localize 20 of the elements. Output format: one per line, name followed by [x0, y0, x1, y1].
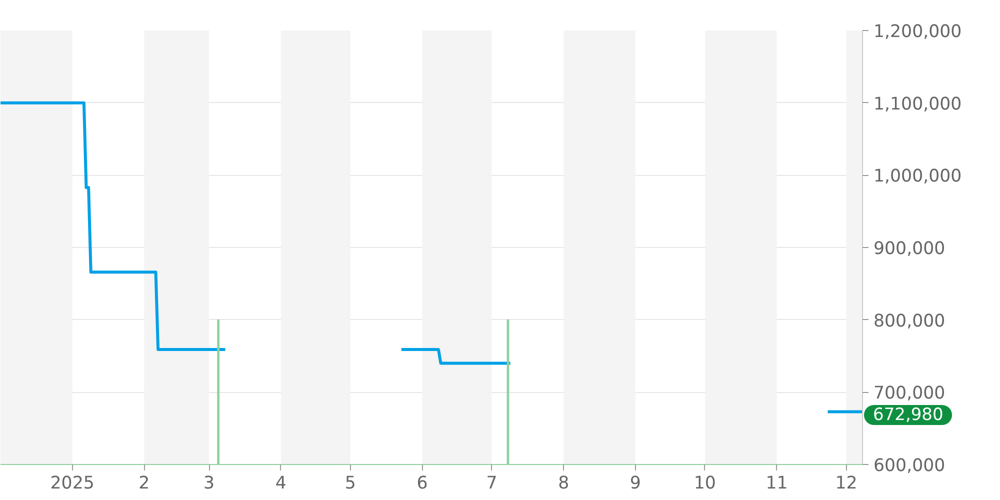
- y-tick-label: 800,000: [874, 311, 946, 332]
- x-tick-label: 7: [486, 474, 498, 494]
- x-tick-label: 11: [766, 474, 788, 494]
- x-tick-label: 9: [630, 474, 641, 494]
- y-tick-label: 1,200,000: [874, 22, 962, 42]
- y-tick-label: 1,000,000: [874, 166, 962, 187]
- y-tick-label: 900,000: [874, 239, 946, 259]
- x-tick-label: 2: [138, 474, 150, 494]
- data-label: 672,980: [864, 405, 952, 425]
- x-tick-label: 12: [835, 474, 858, 494]
- y-tick-label: 700,000: [874, 384, 946, 404]
- y-tick-label: 1,100,000: [874, 94, 962, 114]
- x-tick-label: 2025: [50, 474, 94, 494]
- x-tick-label: 8: [558, 474, 570, 494]
- x-tick-label: 4: [275, 474, 286, 494]
- x-tick-label: 5: [344, 474, 356, 494]
- x-tick-label: 10: [694, 474, 716, 494]
- x-tick-label: 6: [416, 474, 428, 494]
- y-tick-label: 600,000: [874, 456, 946, 476]
- x-tick-label: 3: [204, 474, 215, 494]
